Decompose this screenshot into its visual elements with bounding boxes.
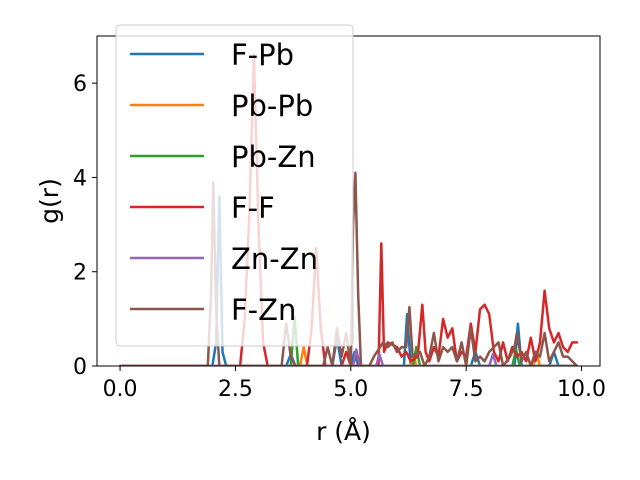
y-tick-label: 2: [73, 261, 87, 286]
legend-label-pb-pb: Pb-Pb: [231, 89, 313, 123]
legend: F-Pb Pb-Pb Pb-Zn F-F Zn-Zn F-Zn: [115, 24, 354, 347]
legend-label-f-zn: F-Zn: [231, 293, 296, 327]
series-line-zn-zn: [118, 348, 579, 366]
y-tick-label: 0: [73, 355, 87, 380]
legend-label-f-pb: F-Pb: [231, 38, 294, 72]
legend-label-f-f: F-F: [231, 191, 275, 225]
x-tick-label: 10.0: [557, 377, 606, 402]
axes: 0.0 2.5 5.0 7.5 10.0 0 2 4 6 r (Å) g(r): [35, 35, 606, 446]
y-tick-label: 6: [73, 72, 87, 97]
x-tick-label: 5.0: [333, 377, 368, 402]
x-axis-label: r (Å): [316, 417, 371, 446]
legend-label-pb-zn: Pb-Zn: [231, 140, 316, 174]
x-tick-label: 0.0: [103, 377, 138, 402]
x-tick-label: 7.5: [449, 377, 484, 402]
y-axis-label: g(r): [35, 178, 64, 224]
x-tick-label: 2.5: [218, 377, 253, 402]
y-tick-label: 4: [73, 166, 87, 191]
series-line-f-zn: [118, 171, 579, 366]
legend-label-zn-zn: Zn-Zn: [231, 242, 318, 276]
